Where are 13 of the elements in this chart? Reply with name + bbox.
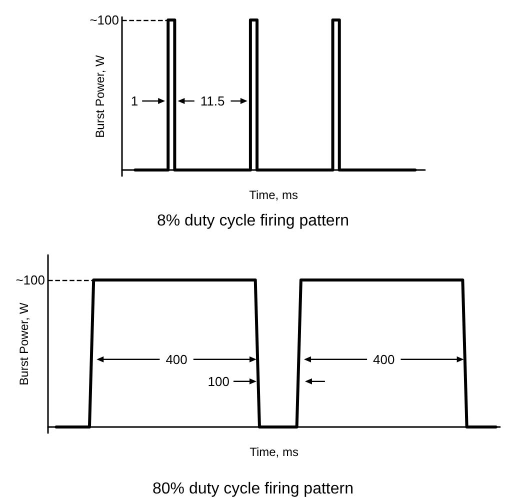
text: 80% duty cycle firing pattern: [152, 480, 354, 498]
y-axis-title: Burst Power, W: [93, 54, 107, 138]
y-axis-title: Burst Power, W: [17, 302, 31, 386]
text: 8% duty cycle firing pattern: [156, 212, 350, 230]
ref-line-label: ~100: [16, 272, 45, 288]
annotation: 11.5: [200, 94, 225, 108]
annotation: 100: [208, 374, 230, 389]
x-axis-title: Time, ms: [249, 188, 298, 202]
annotation: 400: [166, 352, 188, 367]
ref-line-label: ~100: [90, 12, 119, 28]
annotation: 400: [373, 352, 395, 367]
annotation: 1: [130, 94, 138, 108]
x-axis-title: Time, ms: [250, 444, 298, 459]
